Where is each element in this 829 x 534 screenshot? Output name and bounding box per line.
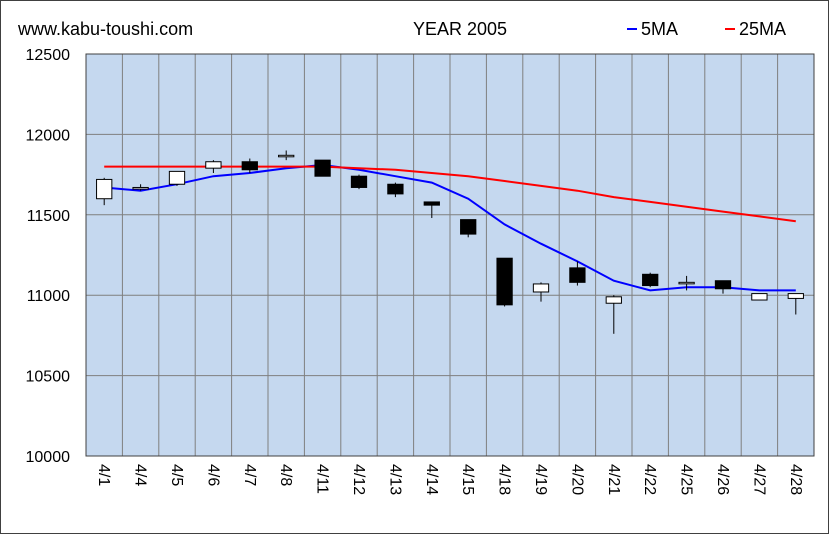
site-name: www.kabu-toushi.com xyxy=(17,19,193,39)
x-tick-label: 4/13 xyxy=(386,464,403,495)
candle-4-25 xyxy=(678,275,695,291)
x-tick-label: 4/27 xyxy=(750,464,767,495)
y-axis-ticks: 10000 10500 11000 11500 12000 12500 xyxy=(26,47,71,466)
x-tick-label: 4/19 xyxy=(532,464,549,495)
x-tick-label: 4/28 xyxy=(787,464,804,495)
candle-body xyxy=(751,293,768,301)
y-tick-label: 12500 xyxy=(26,47,71,64)
x-tick-label: 4/6 xyxy=(204,464,221,486)
candle-body xyxy=(205,161,222,169)
candle-4-22 xyxy=(642,272,659,288)
candle-4-27 xyxy=(751,293,768,301)
candle-4-8 xyxy=(278,150,295,161)
legend: 5MA 25MA xyxy=(627,19,786,39)
x-tick-label: 4/12 xyxy=(350,464,367,495)
x-tick-label: 4/1 xyxy=(95,464,112,486)
legend-5ma-label: 5MA xyxy=(641,19,678,39)
candle-body xyxy=(96,178,113,200)
x-tick-label: 4/14 xyxy=(423,464,440,495)
legend-25ma: 25MA xyxy=(725,19,786,39)
candle-body xyxy=(314,159,331,177)
y-tick-label: 11500 xyxy=(27,208,70,225)
y-tick-label: 12000 xyxy=(26,127,71,144)
candle-4-12 xyxy=(350,174,368,190)
candle-body xyxy=(642,273,659,287)
x-tick-label: 4/20 xyxy=(568,464,585,495)
y-tick-label: 10500 xyxy=(26,369,71,386)
chart-title: YEAR 2005 xyxy=(413,19,507,39)
candle-body xyxy=(387,183,404,195)
candle-4-11 xyxy=(314,159,331,177)
candle-4-6 xyxy=(205,160,222,173)
candles xyxy=(96,150,804,334)
candle-body xyxy=(678,281,695,285)
candle-4-19 xyxy=(532,282,550,302)
x-axis-ticks: 4/1 4/4 4/5 4/6 4/7 4/8 4/11 4/12 4/13 4/14 4/15 4/… xyxy=(95,464,804,495)
candle-4-13 xyxy=(387,182,404,198)
x-tick-label: 4/15 xyxy=(459,464,476,495)
candle-body xyxy=(241,161,258,171)
series-line-5ma xyxy=(104,163,796,292)
candle-body xyxy=(350,175,368,188)
legend-5ma: 5MA xyxy=(627,19,678,39)
candle-body xyxy=(132,186,149,190)
x-tick-label: 4/8 xyxy=(277,464,294,486)
x-tick-label: 4/5 xyxy=(168,464,185,486)
x-tick-label: 4/18 xyxy=(496,464,513,495)
x-tick-label: 4/7 xyxy=(241,464,258,486)
candle-body xyxy=(168,170,186,185)
x-tick-label: 4/4 xyxy=(132,464,149,486)
y-tick-label: 10000 xyxy=(26,449,71,466)
candle-body xyxy=(714,280,732,290)
candle-body xyxy=(532,283,550,293)
y-tick-label: 11000 xyxy=(27,288,70,305)
x-tick-label: 4/11 xyxy=(314,464,331,494)
candle-4-4 xyxy=(132,184,149,191)
candle-body xyxy=(605,296,622,304)
x-tick-label: 4/26 xyxy=(714,464,731,495)
candle-body xyxy=(787,293,804,299)
plot-border xyxy=(85,53,815,457)
x-tick-label: 4/21 xyxy=(605,464,622,495)
x-tick-label: 4/22 xyxy=(641,464,658,495)
candle-4-18 xyxy=(496,257,513,307)
x-tick-label: 4/25 xyxy=(678,464,695,495)
candle-4-28 xyxy=(787,293,804,315)
candle-4-14 xyxy=(423,201,440,219)
legend-25ma-label: 25MA xyxy=(739,19,786,39)
candle-body xyxy=(278,154,295,158)
candle-4-20 xyxy=(569,261,586,286)
candle-4-1 xyxy=(96,177,113,206)
candle-4-21 xyxy=(605,295,622,334)
candle-body xyxy=(460,219,477,235)
candle-body xyxy=(569,267,586,283)
candle-body xyxy=(496,257,513,306)
candle-4-26 xyxy=(714,280,732,294)
candle-4-7 xyxy=(241,158,258,173)
candle-4-15 xyxy=(460,219,477,238)
candle-4-5 xyxy=(168,170,186,186)
candle-body xyxy=(423,201,440,206)
grid xyxy=(86,54,814,456)
